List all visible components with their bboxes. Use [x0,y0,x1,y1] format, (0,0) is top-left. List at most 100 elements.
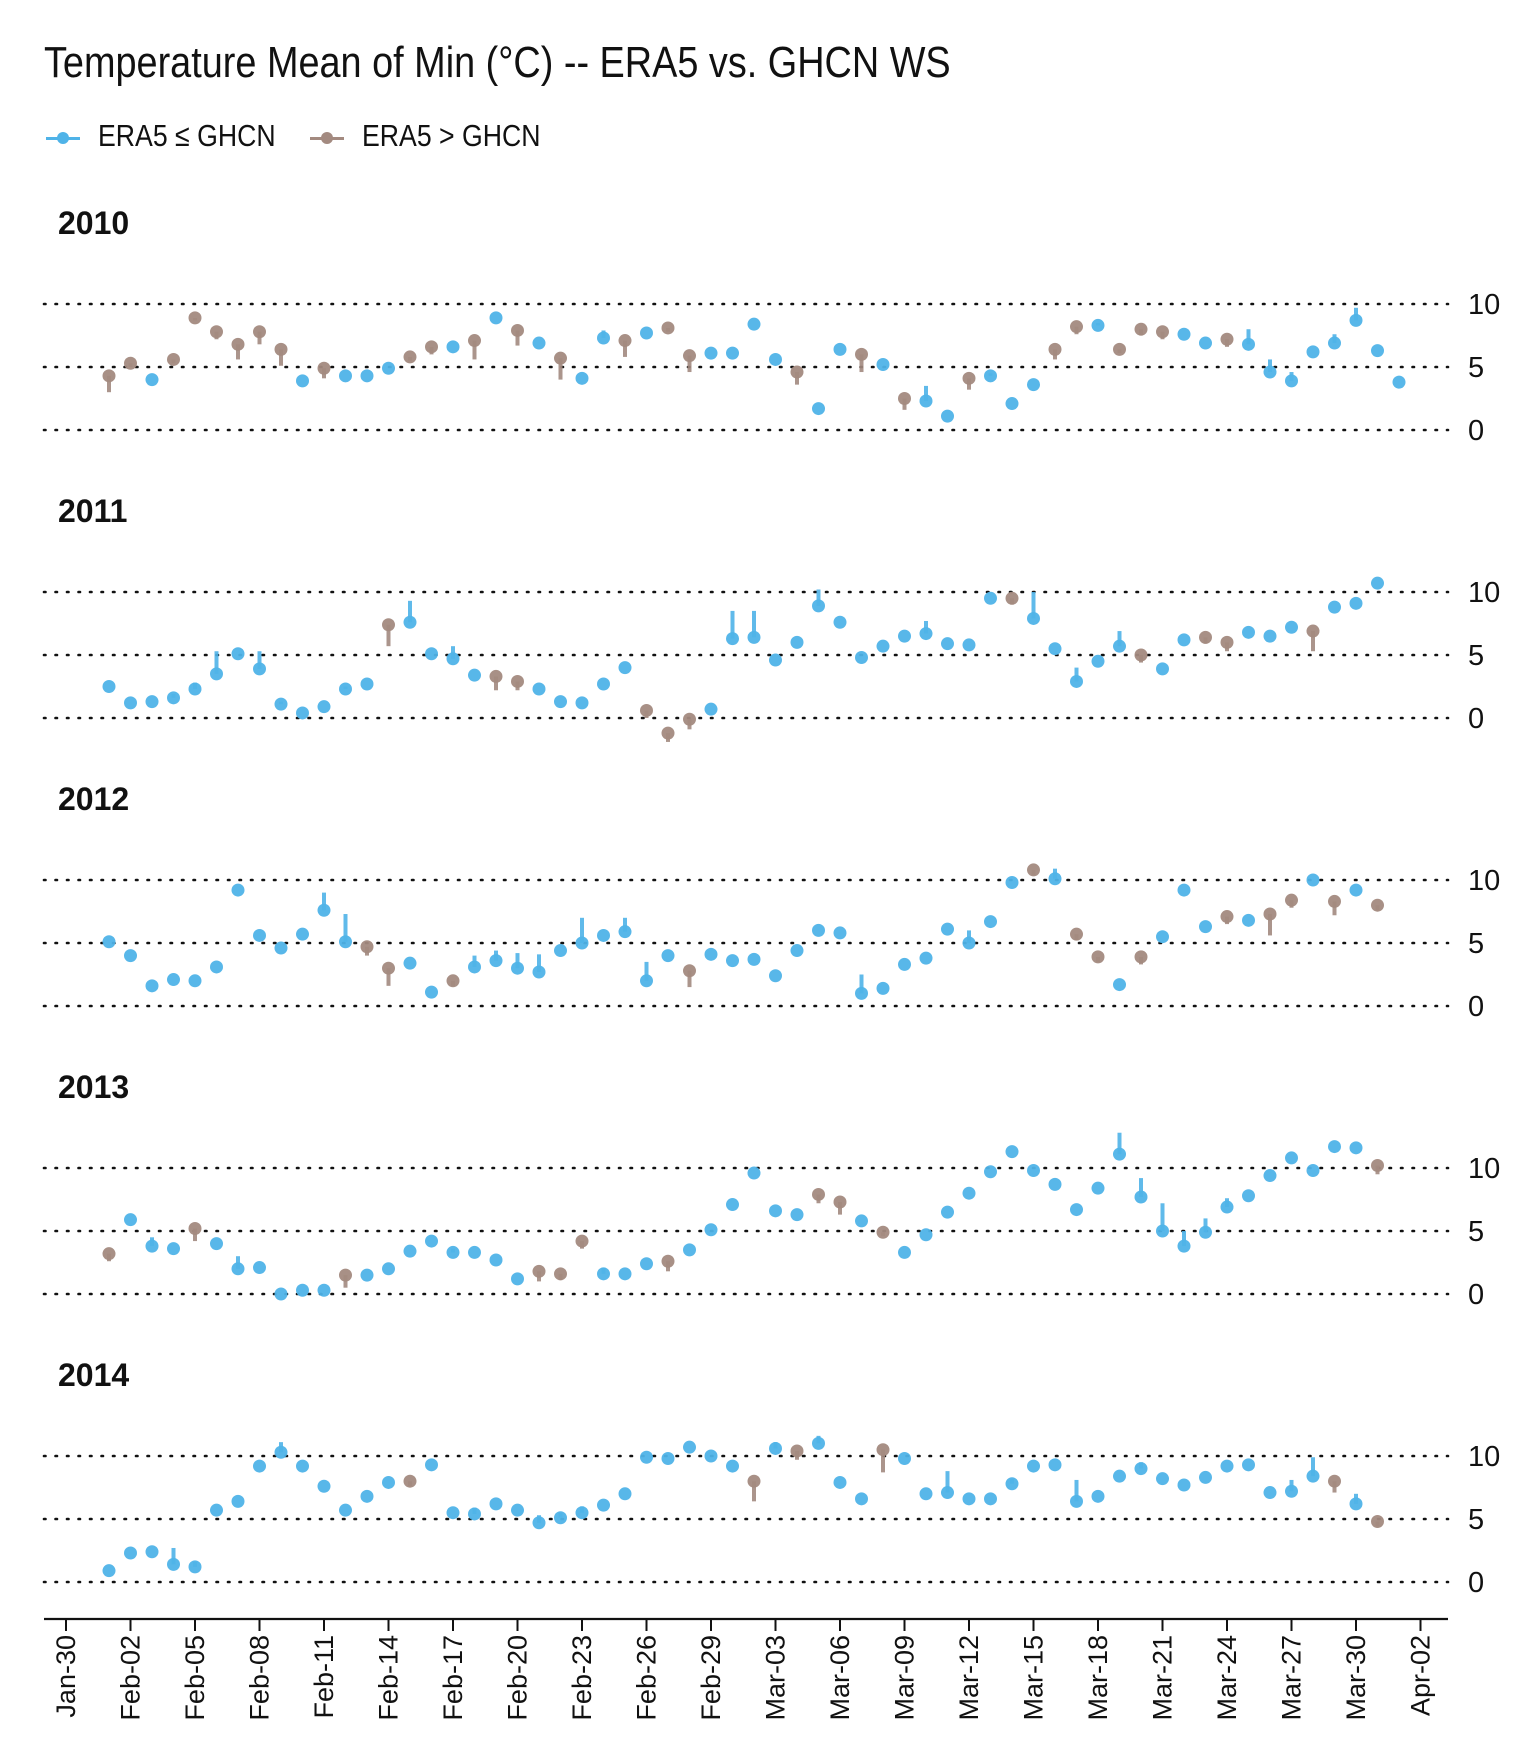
point-2014-33 [812,1436,825,1450]
point-2014-40 [962,1492,976,1506]
point-2014-37 [898,1452,911,1466]
point-2010-27 [683,349,696,363]
point-2012-3 [167,973,180,987]
point-2013-50 [1177,1239,1191,1253]
point-2012-4 [188,974,202,988]
point-2012-56 [1306,873,1320,887]
point-2011-16 [446,652,460,666]
point-2011-1 [124,696,137,710]
point-2010-29 [726,346,739,360]
point-2014-45 [1070,1494,1083,1508]
point-2011-59 [1371,576,1384,590]
point-2014-28 [704,1449,718,1463]
point-2012-44 [1048,872,1062,886]
point-2010-10 [317,361,331,375]
x-tick-label-16: Mar-18 [1083,1635,1113,1721]
point-2011-28 [704,702,718,716]
point-2012-57 [1328,894,1341,908]
point-2013-11 [339,1268,352,1282]
point-2013-22 [575,1234,589,1248]
point-2011-30 [747,630,761,644]
point-2014-9 [296,1459,309,1473]
point-2010-24 [618,334,632,348]
point-2010-51 [1199,336,1212,350]
point-2012-21 [554,944,567,958]
point-2014-47 [1113,1469,1126,1483]
point-2014-12 [360,1489,374,1503]
point-2014-1 [124,1546,137,1560]
point-2010-11 [339,369,352,383]
point-2013-41 [984,1165,997,1179]
point-2014-31 [769,1441,782,1455]
point-2013-9 [296,1283,309,1297]
panel-year-label-2014: 2014 [58,1357,129,1393]
point-2013-42 [1005,1145,1019,1159]
point-2012-15 [425,985,438,999]
point-2014-7 [253,1459,266,1473]
point-2012-34 [833,926,847,940]
point-2012-46 [1091,950,1105,964]
point-2010-34 [833,342,847,356]
point-2014-58 [1349,1497,1363,1511]
point-2010-46 [1091,318,1105,332]
x-tick-label-12: Mar-06 [825,1635,855,1721]
point-2011-51 [1199,630,1212,644]
point-2013-3 [167,1242,180,1256]
point-2010-6 [231,337,245,351]
point-2014-18 [489,1497,503,1511]
point-2012-31 [769,969,782,983]
point-2012-22 [575,936,589,950]
point-2012-11 [339,935,352,949]
point-2014-21 [554,1511,567,1525]
point-2014-39 [941,1486,954,1500]
point-2010-12 [360,369,374,383]
point-2012-28 [704,947,718,961]
point-2011-8 [274,697,288,711]
point-2013-8 [274,1287,288,1301]
point-2010-22 [575,371,589,385]
point-2013-52 [1220,1200,1234,1214]
x-tick-label-5: Feb-14 [374,1635,404,1721]
point-2014-20 [532,1516,546,1530]
point-2013-19 [511,1272,524,1286]
point-2010-4 [188,311,202,325]
point-2014-42 [1005,1477,1019,1491]
y-tick-label-2013-0: 0 [1468,1279,1484,1311]
point-2012-51 [1199,920,1212,934]
y-tick-label-2012-10: 10 [1468,865,1500,897]
point-2012-24 [618,925,632,939]
point-2011-33 [812,599,825,613]
point-2013-51 [1199,1225,1212,1239]
point-2013-46 [1091,1181,1105,1195]
point-2013-0 [102,1247,116,1261]
point-2013-39 [941,1205,954,1219]
point-2013-26 [661,1254,675,1268]
point-2014-24 [618,1487,632,1501]
x-tick-label-20: Mar-30 [1341,1635,1371,1721]
point-2014-54 [1263,1486,1277,1500]
y-tick-label-2012-5: 5 [1468,928,1484,960]
point-2014-53 [1242,1458,1255,1472]
point-2011-36 [876,639,890,653]
point-2013-27 [683,1243,696,1257]
point-2014-5 [210,1503,223,1517]
point-2013-7 [253,1261,266,1275]
point-2012-27 [683,964,696,978]
point-2011-48 [1134,648,1148,662]
point-2010-32 [790,365,804,379]
point-2011-3 [167,691,180,705]
legend-swatch-above-icon [310,131,344,145]
panel-year-label-2010: 2010 [58,205,129,241]
point-2010-13 [382,361,395,375]
point-2014-13 [382,1475,395,1489]
point-2011-9 [296,706,309,720]
point-2012-19 [511,961,524,975]
point-2010-23 [597,331,610,345]
point-2010-19 [511,323,524,337]
point-2011-11 [339,682,352,696]
point-2010-33 [812,402,825,416]
point-2013-58 [1349,1141,1363,1155]
point-2010-57 [1328,336,1341,350]
point-2010-39 [941,409,954,423]
